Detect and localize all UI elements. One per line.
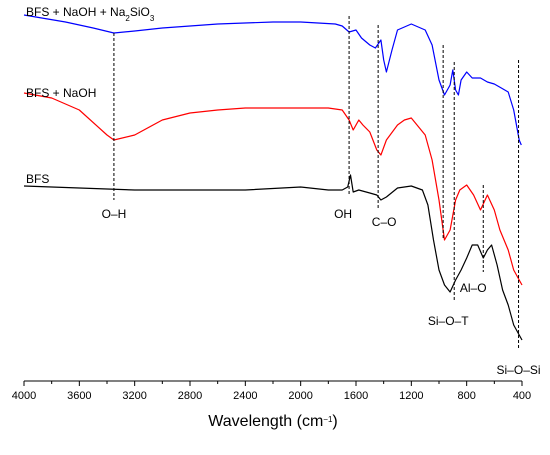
series-line <box>23 174 523 341</box>
series-line <box>23 92 523 286</box>
x-tick-label: 2800 <box>178 390 202 402</box>
x-axis-label-sup: −1 <box>323 415 333 424</box>
series-label: BFS + NaOH <box>26 86 96 100</box>
x-tick-label: 400 <box>513 390 531 402</box>
series-label-part: BFS + NaOH <box>26 86 96 100</box>
marker-label: O–H <box>102 207 127 221</box>
series-label-part: 2 <box>125 14 130 23</box>
plot-lines <box>23 14 523 341</box>
series-line <box>23 14 522 146</box>
marker-label: C–O <box>372 215 397 229</box>
x-tick-label: 4000 <box>12 390 36 402</box>
marker-label: Al–O <box>460 281 487 295</box>
x-tick-label: 1600 <box>344 390 368 402</box>
series-label: BFS + NaOH + Na2SiO3 <box>26 5 155 23</box>
marker-label: Si–O–Si <box>497 363 541 377</box>
x-tick-label: 3200 <box>122 390 146 402</box>
x-tick-label: 2400 <box>233 390 257 402</box>
series-label-part: 3 <box>150 14 155 23</box>
series-label-part: BFS <box>26 172 49 186</box>
x-tick-label: 2000 <box>288 390 312 402</box>
x-tick-label: 800 <box>457 390 475 402</box>
x-ticks: 4000 3600 3200 2800 2400 2000 1600 1200 800 400 <box>12 381 531 402</box>
marker-label: OH <box>334 207 352 221</box>
series-labels: BFS + NaOH + Na2SiO3 BFS + NaOH BFS <box>26 5 155 186</box>
series-label-part: SiO <box>130 5 150 19</box>
x-tick-label: 3600 <box>67 390 91 402</box>
x-tick-label: 1200 <box>399 390 423 402</box>
marker-lines <box>113 16 520 350</box>
marker-labels: O–H OH C–O Si–O–T Al–O Si–O–Si <box>102 207 541 377</box>
marker-label: Si–O–T <box>428 314 469 328</box>
x-axis-label-close: ) <box>332 413 337 430</box>
x-axis-label: Wavelength (cm−1) <box>208 413 337 430</box>
series-label-part: BFS + NaOH + Na <box>26 5 126 19</box>
series-label: BFS <box>26 172 49 186</box>
x-axis-label-main: Wavelength (cm <box>208 413 323 430</box>
